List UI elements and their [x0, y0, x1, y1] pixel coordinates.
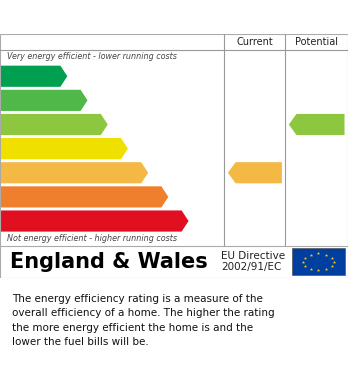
Polygon shape: [0, 162, 148, 183]
Text: (69-80): (69-80): [5, 120, 37, 129]
Polygon shape: [0, 66, 68, 87]
Text: 2002/91/EC: 2002/91/EC: [221, 262, 281, 272]
Text: D: D: [113, 142, 125, 156]
Text: (92-100): (92-100): [5, 72, 42, 81]
Text: Energy Efficiency Rating: Energy Efficiency Rating: [10, 7, 239, 25]
Text: F: F: [155, 190, 165, 204]
Polygon shape: [0, 114, 108, 135]
Bar: [292, 248, 345, 275]
Text: Current: Current: [237, 37, 273, 47]
Text: (21-38): (21-38): [5, 192, 37, 201]
Text: (55-68): (55-68): [5, 144, 36, 153]
Text: Not energy efficient - higher running costs: Not energy efficient - higher running co…: [7, 234, 177, 243]
Text: 78: 78: [310, 118, 328, 131]
Text: 54: 54: [248, 166, 266, 179]
Polygon shape: [0, 90, 88, 111]
Polygon shape: [228, 162, 282, 183]
Polygon shape: [0, 210, 189, 231]
Polygon shape: [0, 186, 168, 208]
Polygon shape: [0, 138, 128, 159]
Text: G: G: [174, 214, 185, 228]
Text: England & Wales: England & Wales: [10, 251, 208, 272]
Text: A: A: [53, 69, 64, 83]
Text: The energy efficiency rating is a measure of the
overall efficiency of a home. T: The energy efficiency rating is a measur…: [12, 294, 275, 347]
Text: Potential: Potential: [295, 37, 338, 47]
Text: (39-54): (39-54): [5, 168, 36, 177]
Text: E: E: [135, 166, 145, 180]
Text: (81-91): (81-91): [5, 96, 37, 105]
Text: C: C: [94, 118, 104, 131]
Polygon shape: [289, 114, 345, 135]
Text: EU Directive: EU Directive: [221, 251, 285, 262]
Text: (1-20): (1-20): [5, 217, 31, 226]
Text: Very energy efficient - lower running costs: Very energy efficient - lower running co…: [7, 52, 177, 61]
Text: B: B: [73, 93, 84, 108]
